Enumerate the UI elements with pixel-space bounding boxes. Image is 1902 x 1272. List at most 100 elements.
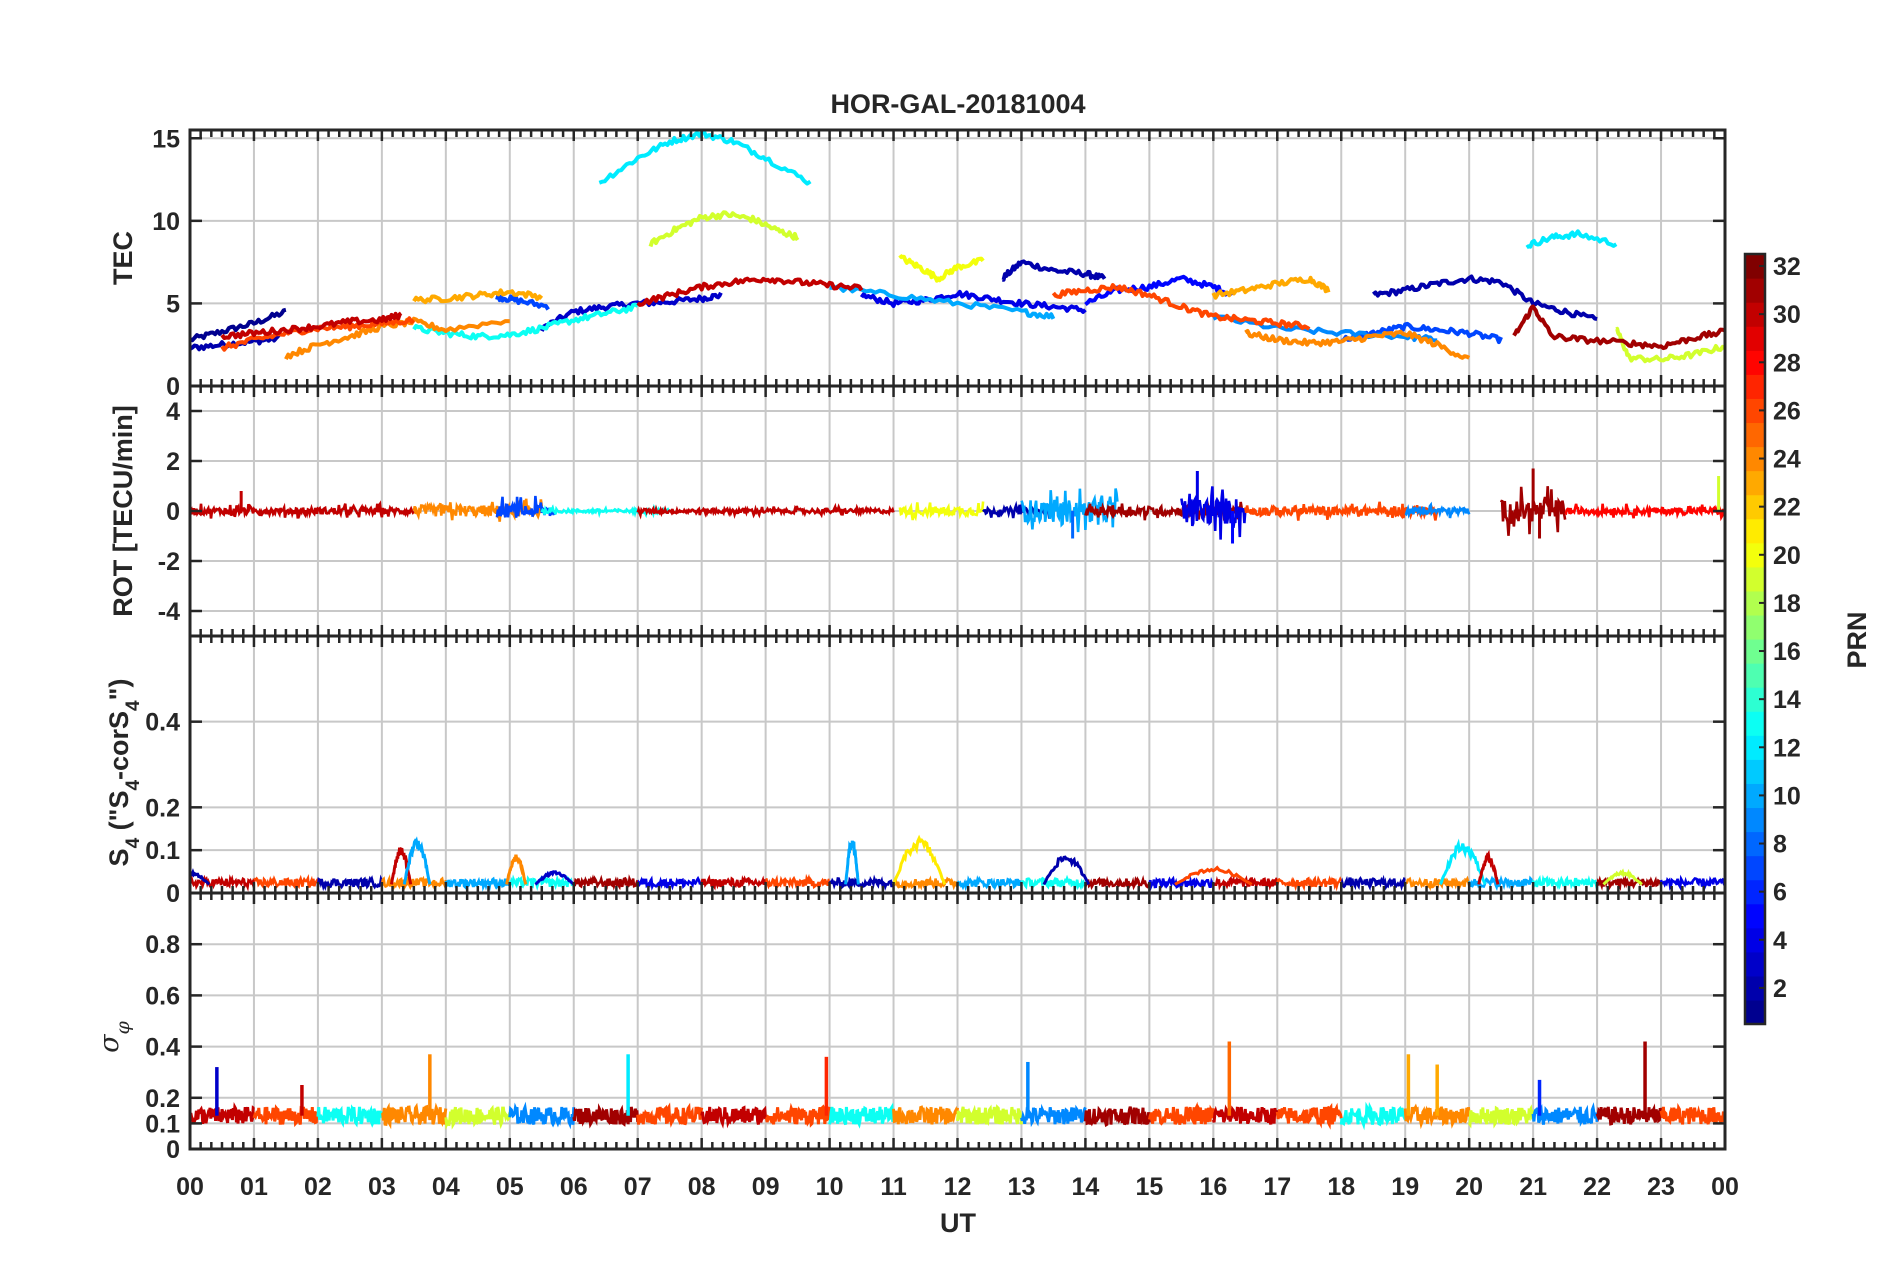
- tec-series-prn-2: [1001, 259, 1107, 282]
- y-tick-label: 0: [166, 1136, 180, 1164]
- x-tick-label: 19: [1391, 1173, 1419, 1201]
- y-tick-label: 0.4: [145, 1034, 180, 1062]
- colorbar-label: PRN: [1842, 611, 1872, 668]
- y-label-part: ("S: [104, 791, 134, 838]
- minor-ticks: [188, 893, 1727, 1149]
- sigma-series-prn-31: [1595, 1103, 1663, 1126]
- s4-baseline-prn-26: [1276, 875, 1343, 892]
- sigma-series-prn-24: [380, 1102, 448, 1130]
- y-tick-label: 0.6: [145, 982, 180, 1010]
- s4-baseline-prn-2: [316, 874, 384, 892]
- rot-series-prn-9: [1404, 501, 1471, 519]
- x-tick-label: 05: [496, 1173, 524, 1201]
- x-tick-label: 01: [240, 1173, 268, 1201]
- colorbar-cell: [1745, 566, 1765, 592]
- y-label-part: 4: [123, 780, 144, 791]
- sigma-series-prn-19: [1467, 1104, 1535, 1129]
- tec-series-prn-19: [1615, 326, 1725, 364]
- y-tick-label: 0: [166, 373, 180, 401]
- s4-bump-prn-24: [505, 854, 528, 885]
- colorbar-cell: [1745, 999, 1765, 1025]
- colorbar-cell: [1745, 879, 1765, 905]
- x-tick-label: 00: [1711, 1173, 1739, 1201]
- rot-series-prn-4: [1180, 486, 1247, 540]
- colorbar-cell: [1745, 735, 1765, 760]
- s4-bump-prn-12: [1439, 838, 1487, 886]
- series-group: [190, 1041, 1725, 1131]
- colorbar-cell: [1745, 759, 1765, 784]
- s4-baseline-prn-26: [253, 873, 320, 890]
- y-label-part: "): [104, 679, 134, 701]
- x-tick-label: 17: [1263, 1173, 1291, 1201]
- minor-ticks: [188, 130, 1727, 386]
- colorbar-tick-label: 28: [1773, 349, 1801, 377]
- rot-series-prn-30: [636, 502, 895, 520]
- colorbar-tick-label: 8: [1773, 831, 1787, 859]
- y-tick-label: 0.1: [145, 837, 180, 865]
- s4-baseline-prn-13: [1020, 874, 1087, 891]
- tec-series-prn-4: [859, 289, 1087, 314]
- y-label-part: 4: [123, 700, 144, 711]
- x-tick-label: 16: [1199, 1173, 1227, 1201]
- sigma-series-prn-24: [892, 1105, 959, 1125]
- y-label-part: 4: [123, 837, 144, 848]
- colorbar-cell: [1745, 783, 1765, 809]
- colorbar-cell: [1745, 398, 1765, 424]
- s4-baseline-prn-30: [700, 874, 767, 891]
- rot-series-prn-28: [1564, 503, 1725, 522]
- colorbar-tick-label: 4: [1773, 927, 1787, 955]
- s4-bump-prn-21: [892, 834, 947, 885]
- sigma-series-prn-26: [252, 1104, 320, 1128]
- chart-title: HOR-GAL-20181004: [830, 89, 1085, 119]
- sigma-series-prn-9: [508, 1101, 576, 1130]
- grid: [189, 130, 1726, 387]
- sigma-series-prn-26: [764, 1102, 832, 1128]
- sigma-series-prn-26: [1275, 1102, 1343, 1130]
- s4-baseline-prn-24: [892, 875, 959, 891]
- sigma-series-prn-19: [956, 1104, 1023, 1127]
- s4-baseline-prn-24: [1404, 875, 1471, 892]
- x-tick-label: 12: [944, 1173, 972, 1201]
- sigma-series-prn-13: [316, 1104, 384, 1128]
- x-tick-label: 00: [176, 1173, 204, 1201]
- tec-series-prn-24: [1244, 329, 1471, 360]
- s4-baseline-prn-4: [636, 875, 703, 891]
- x-tick-label: 20: [1455, 1173, 1483, 1201]
- s4-baseline-prn-2: [828, 874, 895, 891]
- sigma-series-prn-13: [1339, 1101, 1407, 1131]
- series-group: [190, 468, 1725, 544]
- sigma-series-prn-26: [1659, 1102, 1725, 1125]
- colorbar-tick-label: 32: [1773, 253, 1801, 281]
- tec-series-prn-23: [1211, 275, 1331, 300]
- tec-series-prn-20: [898, 254, 985, 283]
- y-axis-label: ROT [TECU/min]: [108, 405, 138, 616]
- colorbar-cell: [1745, 663, 1765, 688]
- x-tick-label: 13: [1008, 1173, 1036, 1201]
- colorbar-cell: [1745, 831, 1765, 857]
- sigma-series-prn-31: [1083, 1105, 1151, 1128]
- s4-baseline-prn-10: [956, 875, 1023, 892]
- s4-bump-prn-10: [844, 840, 860, 885]
- colorbar-tick-label: 26: [1773, 397, 1801, 425]
- s4-bump-prn-26: [1174, 865, 1253, 886]
- grid: [189, 636, 1726, 894]
- s4-baseline-prn-4: [1659, 874, 1725, 892]
- sigma-symbol: σ: [94, 1033, 125, 1053]
- colorbar-frame: [1743, 252, 1767, 1026]
- tec-series-prn-2: [1372, 274, 1598, 321]
- colorbar-cell: [1745, 302, 1765, 327]
- sigma-series-prn-26: [636, 1102, 704, 1128]
- y-axis-label: σφ: [94, 1020, 134, 1052]
- colorbar-tick-label: 14: [1773, 686, 1801, 714]
- colorbar-tick-label: 22: [1773, 494, 1801, 522]
- s4-bump-prn-2: [190, 868, 211, 886]
- y-tick-label: 0: [166, 880, 180, 908]
- rot-series-prn-20: [898, 501, 985, 522]
- y-tick-label: 0.2: [145, 1085, 180, 1113]
- y-tick-label: 0.1: [145, 1110, 180, 1138]
- y-tick-label: 2: [166, 448, 180, 476]
- x-tick-label: 09: [752, 1173, 780, 1201]
- colorbar-tick-label: 30: [1773, 301, 1801, 329]
